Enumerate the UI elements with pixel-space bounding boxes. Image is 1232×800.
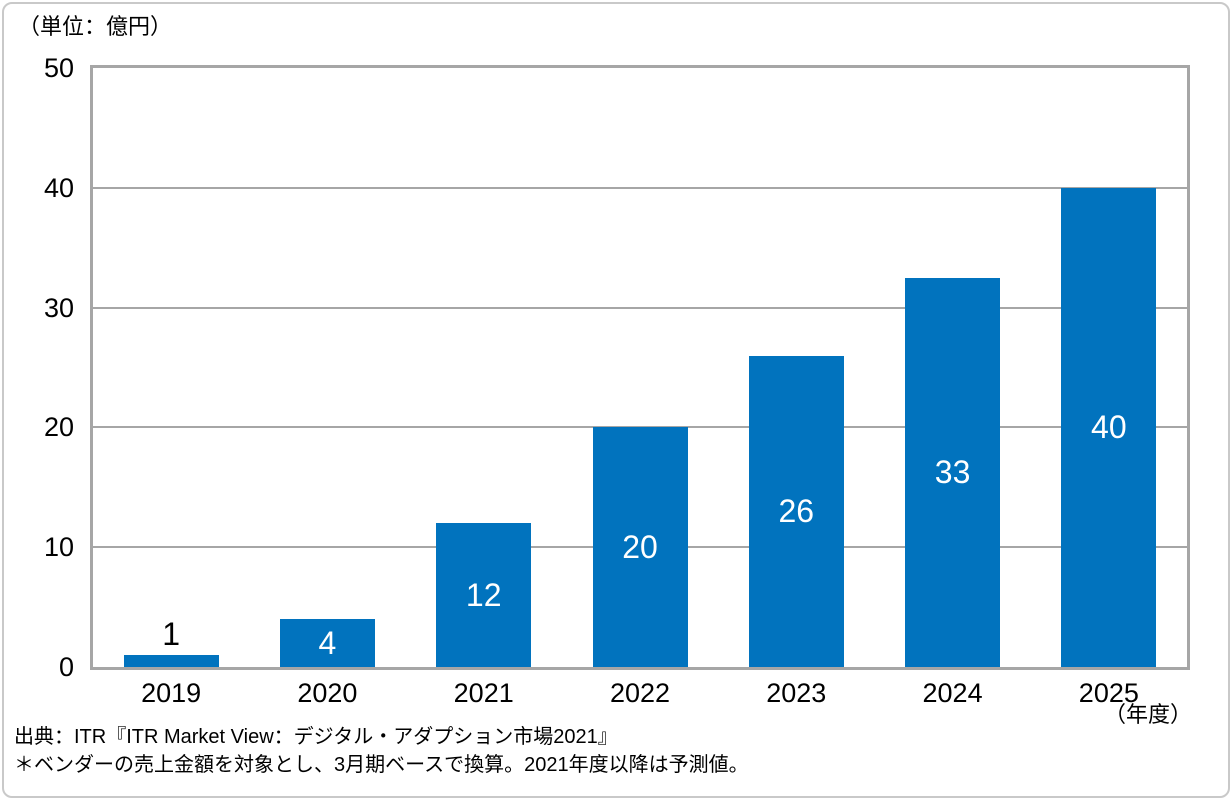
gridline — [93, 306, 1187, 309]
bar-2020 — [279, 619, 375, 667]
x-tick-label: 2019 — [141, 678, 202, 708]
x-axis-unit-label: （年度） — [1103, 702, 1192, 727]
bar-2025 — [1061, 187, 1157, 667]
x-tick-label: 2022 — [609, 678, 671, 708]
bar-value-label: 33 — [934, 454, 971, 491]
bar-2022 — [592, 427, 688, 667]
bar-2024 — [905, 277, 1001, 667]
x-tick-label: 2021 — [453, 678, 514, 708]
x-tick-label: 2023 — [766, 678, 827, 708]
bar-value-label: 20 — [622, 529, 658, 566]
plot-area: 1 4 12 20 26 33 40 — [90, 65, 1190, 670]
y-tick-label: 30 — [43, 292, 74, 323]
y-tick-label: 10 — [43, 532, 74, 563]
bar-2023 — [748, 355, 844, 667]
x-tick-label: 2025 — [1078, 678, 1139, 708]
bar-value-label: 1 — [162, 616, 181, 653]
y-tick-label: 40 — [43, 172, 74, 203]
x-tick-label: 2024 — [922, 678, 983, 708]
bar-2021 — [436, 523, 532, 667]
bar-value-label: 12 — [465, 577, 502, 614]
source-citation: 出典：ITR『ITR Market View：デジタル・アダプション市場2021… — [14, 726, 618, 748]
x-tick-label: 2020 — [297, 678, 358, 708]
bar-value-label: 4 — [318, 625, 337, 662]
footnote: ＊ベンダーの売上金額を対象とし、3月期ベースで換算。2021年度以降は予測値。 — [14, 754, 749, 776]
bar-value-label: 40 — [1091, 409, 1127, 446]
y-tick-label: 0 — [58, 652, 74, 682]
y-axis-unit-label: （単位：億円） — [18, 14, 173, 39]
y-tick-label: 50 — [43, 53, 74, 83]
bar-value-label: 26 — [778, 493, 815, 530]
y-tick-label: 20 — [43, 412, 74, 443]
gridline — [93, 186, 1187, 189]
bar-2019 — [123, 655, 219, 667]
